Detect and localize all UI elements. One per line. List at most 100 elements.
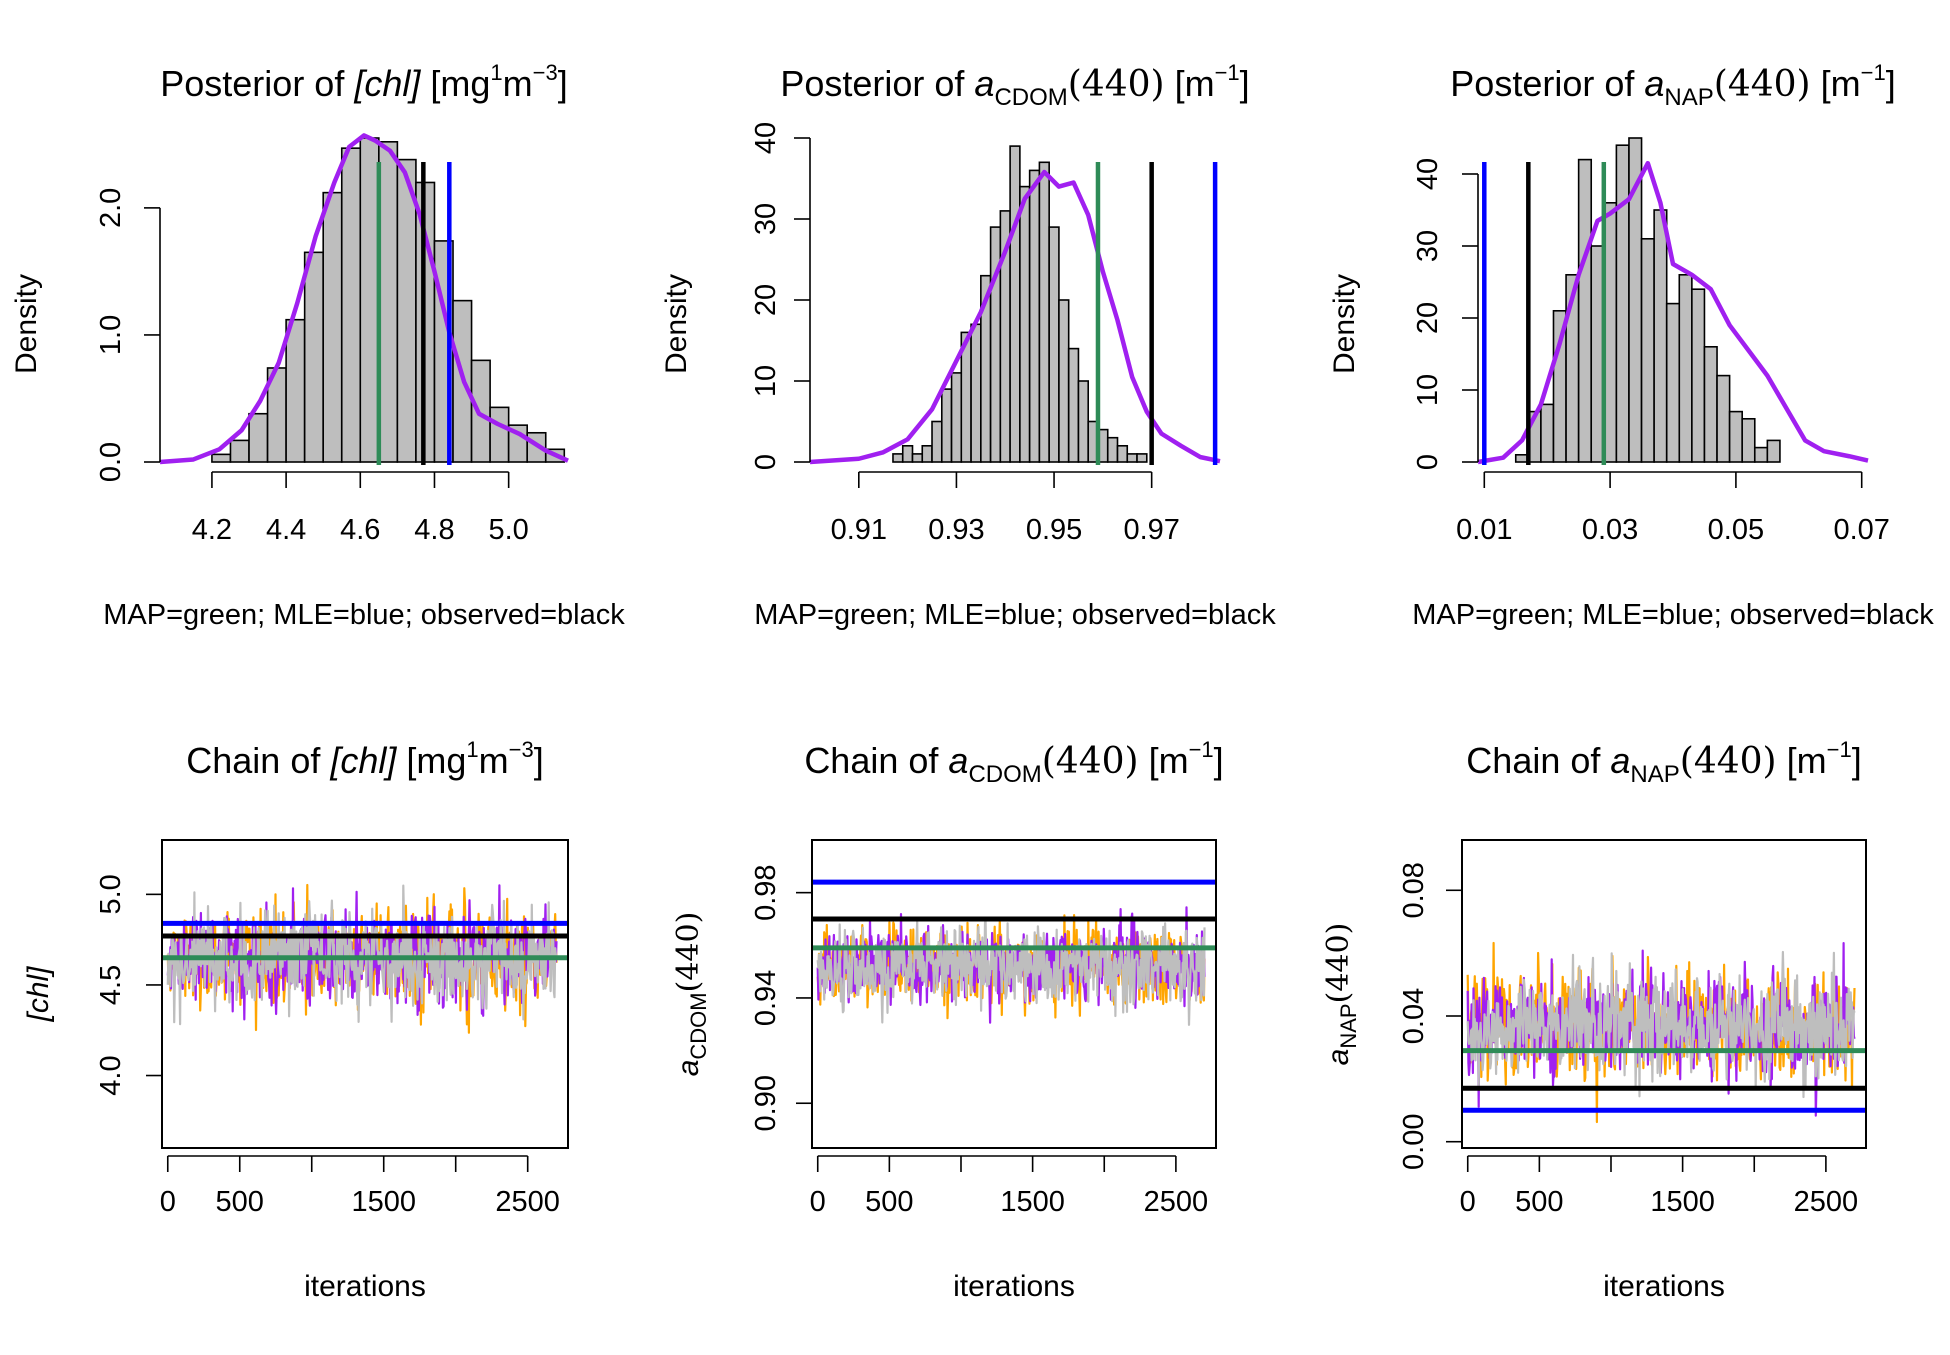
x-tick-label: 2500 — [1144, 1186, 1209, 1218]
histogram-bar — [901, 444, 914, 463]
panel-title: Chain of aCDOM(440) [m−1] — [804, 737, 1223, 788]
plot-box — [811, 839, 1217, 1149]
y-axis-label: Density — [660, 274, 693, 374]
histogram-bar — [285, 318, 306, 463]
histogram-bar — [303, 251, 324, 463]
plot-box — [1461, 839, 1867, 1149]
y-tick-label: 0.0 — [95, 442, 127, 482]
histogram-bar — [229, 439, 250, 463]
histogram-bar — [1753, 446, 1769, 463]
panel-title: Posterior of [chl] [mg1m−3] — [160, 60, 568, 104]
y-tick-label: 10 — [750, 365, 782, 397]
histogram-bar — [211, 453, 232, 463]
y-tick-label: 0 — [750, 454, 782, 470]
density-curve — [159, 133, 569, 465]
x-tick-label: 0.91 — [831, 514, 887, 546]
panel-trace_nap: Chain of aNAP(440) [m−1] 0 500 1500 2500 0.00… — [1321, 737, 1867, 1303]
density-curve — [809, 169, 1221, 465]
x-tick-label: 0.93 — [928, 514, 984, 546]
density-curve — [1477, 160, 1869, 465]
panel-trace_cdom: Chain of aCDOM(440) [m−1] 0 500 1500 2500 0.9… — [671, 737, 1224, 1303]
histogram-bar — [1106, 436, 1119, 463]
y-axis-label: aNAP(440) — [1321, 923, 1361, 1066]
x-tick-label: 500 — [1515, 1186, 1563, 1218]
histogram-bar — [340, 147, 362, 463]
x-tick-label: 4.8 — [414, 514, 454, 546]
histogram-bar — [1691, 288, 1706, 463]
y-tick-label: 0.08 — [1398, 862, 1430, 918]
x-axis-label: iterations — [304, 1270, 426, 1303]
histogram-bar — [1703, 345, 1718, 463]
panel-title: Posterior of aCDOM(440) [m−1] — [780, 60, 1249, 111]
histogram-bar — [1577, 158, 1593, 463]
y-tick-label: 1.0 — [95, 315, 127, 355]
histogram-bar — [1615, 144, 1630, 463]
histogram-bar — [1067, 347, 1080, 463]
y-tick-label: 0.04 — [1398, 988, 1430, 1044]
histogram-bar — [940, 388, 953, 463]
histogram-bar — [1741, 417, 1756, 463]
histogram-bar — [1019, 185, 1031, 463]
y-tick-label: 40 — [1412, 158, 1444, 190]
chain-traces — [816, 906, 1206, 1026]
panel-title: Posterior of aNAP(440) [m−1] — [1450, 60, 1895, 111]
chain-gray-trace — [1466, 950, 1856, 1099]
plot-box — [161, 839, 569, 1149]
histogram-bar — [1116, 444, 1129, 463]
panel-trace_chl: Chain of [chl] [mg1m−3] 0 500 1500 2500 4.0 4.… — [22, 737, 569, 1303]
histogram-bar — [950, 372, 963, 463]
x-axis-label: MAP=green; MLE=blue; observed=black — [1412, 599, 1934, 631]
y-tick-label: 0.98 — [750, 864, 782, 920]
x-tick-label: 0.97 — [1123, 514, 1179, 546]
histogram-bar — [921, 444, 933, 463]
histogram-bars — [1514, 137, 1781, 463]
x-tick-label: 1500 — [1650, 1186, 1715, 1218]
x-tick-label: 1500 — [1000, 1186, 1065, 1218]
histogram-bar — [378, 141, 399, 463]
x-tick-label: 0 — [810, 1186, 826, 1218]
x-tick-label: 4.6 — [340, 514, 380, 546]
histogram-bar — [931, 420, 943, 463]
x-tick-label: 500 — [865, 1186, 913, 1218]
histogram-bar — [1540, 403, 1555, 463]
histogram-bar — [1058, 299, 1070, 463]
panel-title: Chain of [chl] [mg1m−3] — [186, 737, 544, 781]
y-tick-label: 4.5 — [95, 965, 127, 1005]
histogram-bar — [396, 158, 417, 463]
panel-hist_chl: Posterior of [chl] [mg1m−3] 4.2 4.4 4.6 4.8 5… — [10, 60, 625, 631]
histogram-bar — [1009, 145, 1021, 463]
histogram-bar — [1038, 161, 1050, 463]
x-axis-label: iterations — [953, 1270, 1075, 1303]
x-tick-label: 0 — [160, 1186, 176, 1218]
x-tick-label: 0.01 — [1456, 514, 1512, 546]
y-tick-label: 40 — [750, 122, 782, 154]
y-tick-label: 30 — [1412, 230, 1444, 262]
histogram-bar — [911, 453, 924, 463]
histogram-bar — [892, 453, 904, 463]
histogram-bars — [892, 145, 1148, 463]
y-tick-label: 30 — [750, 203, 782, 235]
x-tick-label: 5.0 — [488, 514, 528, 546]
x-axis-label: MAP=green; MLE=blue; observed=black — [754, 599, 1276, 631]
histogram-bar — [1665, 302, 1681, 463]
histogram-bar — [1077, 380, 1090, 463]
x-tick-label: 0.95 — [1026, 514, 1082, 546]
y-tick-label: 0 — [1412, 454, 1444, 470]
histogram-bar — [1136, 453, 1148, 463]
y-axis-label: Density — [10, 274, 43, 374]
histogram-bar — [248, 412, 269, 463]
panel-title: Chain of aNAP(440) [m−1] — [1466, 737, 1861, 788]
histogram-bar — [470, 359, 491, 463]
x-tick-label: 0 — [1460, 1186, 1476, 1218]
histogram-bar — [1678, 273, 1693, 463]
y-axis-label: aCDOM(440) — [671, 912, 711, 1077]
histogram-bar — [1640, 238, 1655, 463]
histogram-bar — [1048, 226, 1060, 463]
x-tick-label: 0.07 — [1833, 514, 1889, 546]
histogram-bar — [322, 191, 343, 463]
y-tick-label: 20 — [1412, 302, 1444, 334]
x-tick-label: 1500 — [351, 1186, 416, 1218]
x-tick-label: 2500 — [1794, 1186, 1859, 1218]
